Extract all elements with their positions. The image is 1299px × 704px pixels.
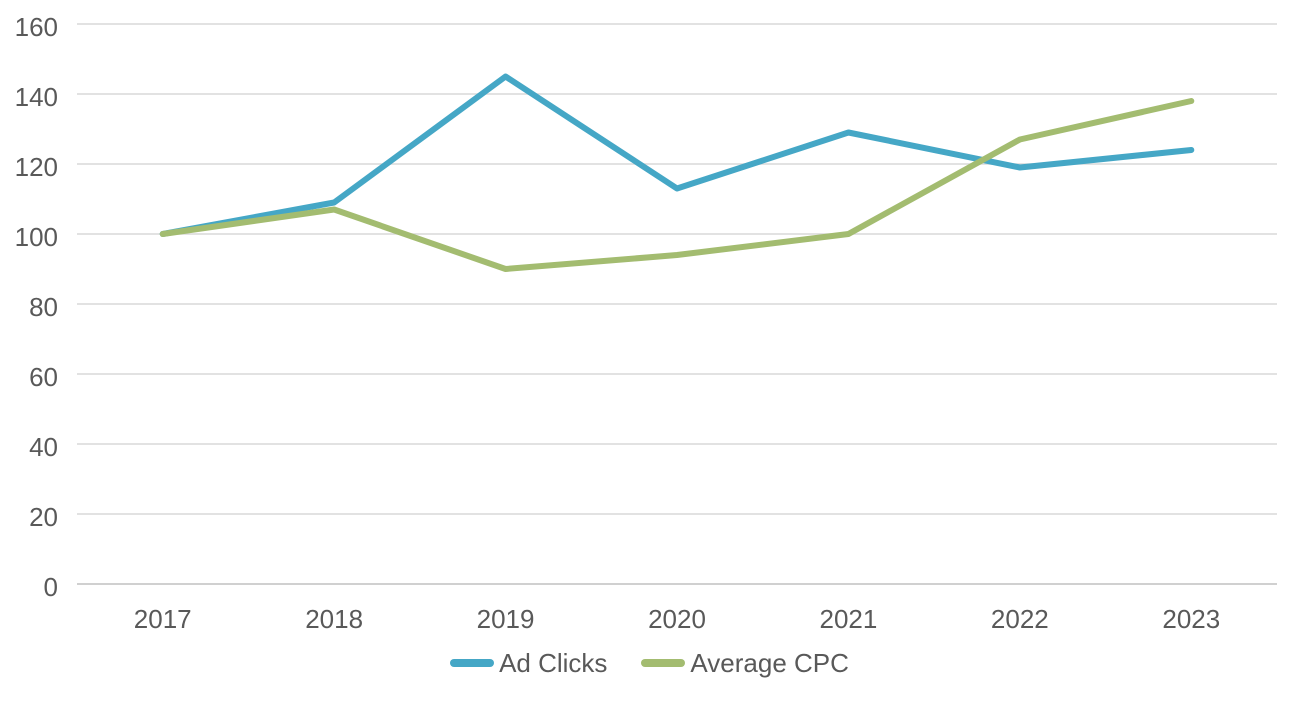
legend-label: Ad Clicks [499, 648, 608, 678]
x-tick-label: 2018 [305, 604, 363, 634]
series-line-average-cpc [159, 98, 1195, 272]
y-tick-label: 60 [29, 362, 58, 392]
x-axis-labels: 2017 2018 2019 2020 2021 2022 2023 [134, 604, 1220, 634]
legend-item-ad-clicks: Ad Clicks [450, 650, 607, 676]
y-tick-label: 80 [29, 292, 58, 322]
y-axis-labels: 0 20 40 60 80 100 120 140 160 [15, 12, 58, 602]
x-tick-label: 2023 [1162, 604, 1220, 634]
series-line-ad-clicks [159, 73, 1195, 237]
gridlines [77, 23, 1277, 585]
legend-label: Average CPC [690, 648, 849, 678]
y-tick-label: 0 [44, 572, 58, 602]
legend-swatch-average-cpc [641, 659, 686, 667]
chart-legend: Ad Clicks Average CPC [0, 650, 1299, 676]
x-tick-label: 2021 [820, 604, 878, 634]
y-tick-label: 40 [29, 432, 58, 462]
y-tick-label: 20 [29, 502, 58, 532]
x-tick-label: 2019 [477, 604, 535, 634]
x-tick-label: 2022 [991, 604, 1049, 634]
x-tick-label: 2020 [648, 604, 706, 634]
y-tick-label: 120 [15, 152, 58, 182]
x-tick-label: 2017 [134, 604, 192, 634]
legend-swatch-ad-clicks [450, 659, 495, 667]
legend-item-average-cpc: Average CPC [641, 650, 849, 676]
y-tick-label: 140 [15, 82, 58, 112]
y-tick-label: 160 [15, 12, 58, 42]
y-tick-label: 100 [15, 222, 58, 252]
